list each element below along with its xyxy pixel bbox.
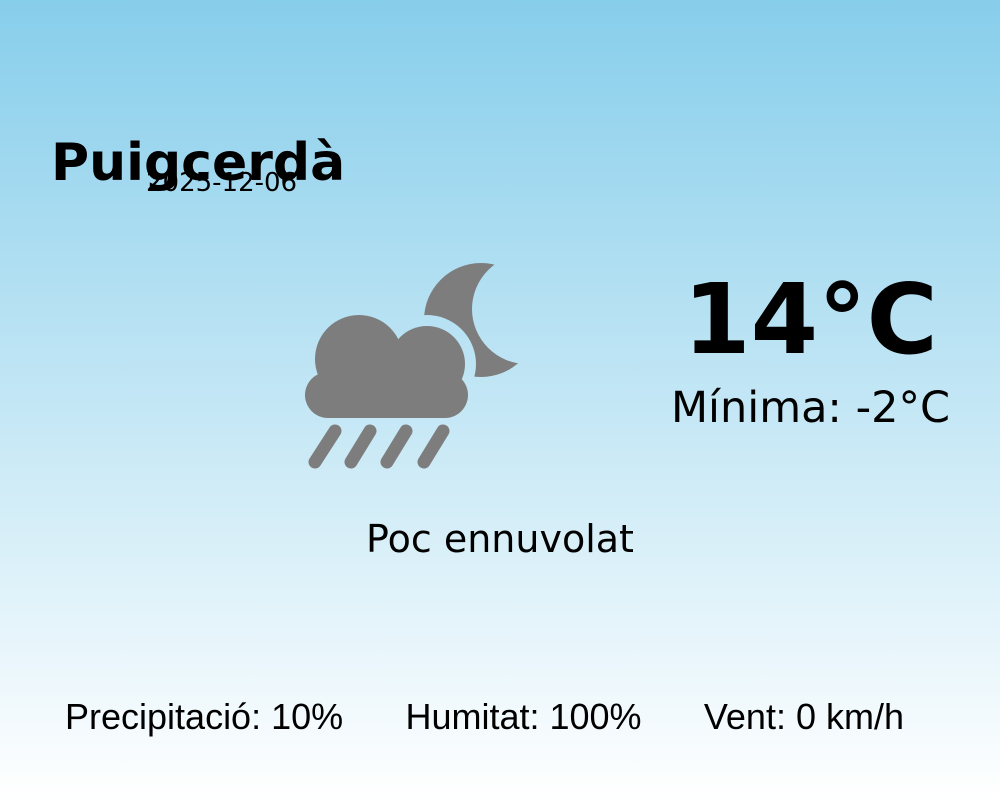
precipitation-stat: Precipitació: 10%: [65, 696, 344, 737]
cloud-shape: [305, 315, 468, 418]
wind-stat: Vent: 0 km/h: [703, 696, 904, 737]
rain-strokes: [308, 424, 450, 469]
condition-text: Poc ennuvolat: [366, 517, 634, 561]
temperature-block: 14°C Mínima: -2°C: [670, 263, 950, 433]
date-label: 2025-12-06: [146, 168, 298, 198]
stats-row: Precipitació: 10% Humitat: 100% Vent: 0 …: [0, 697, 1000, 737]
humidity-stat: Humitat: 100%: [405, 696, 642, 737]
current-temperature: 14°C: [683, 263, 938, 376]
location-title: Puigcerdà: [51, 132, 346, 193]
minimum-temperature: Mínima: -2°C: [670, 382, 950, 433]
cloud-moon-rain-icon: [305, 263, 538, 469]
